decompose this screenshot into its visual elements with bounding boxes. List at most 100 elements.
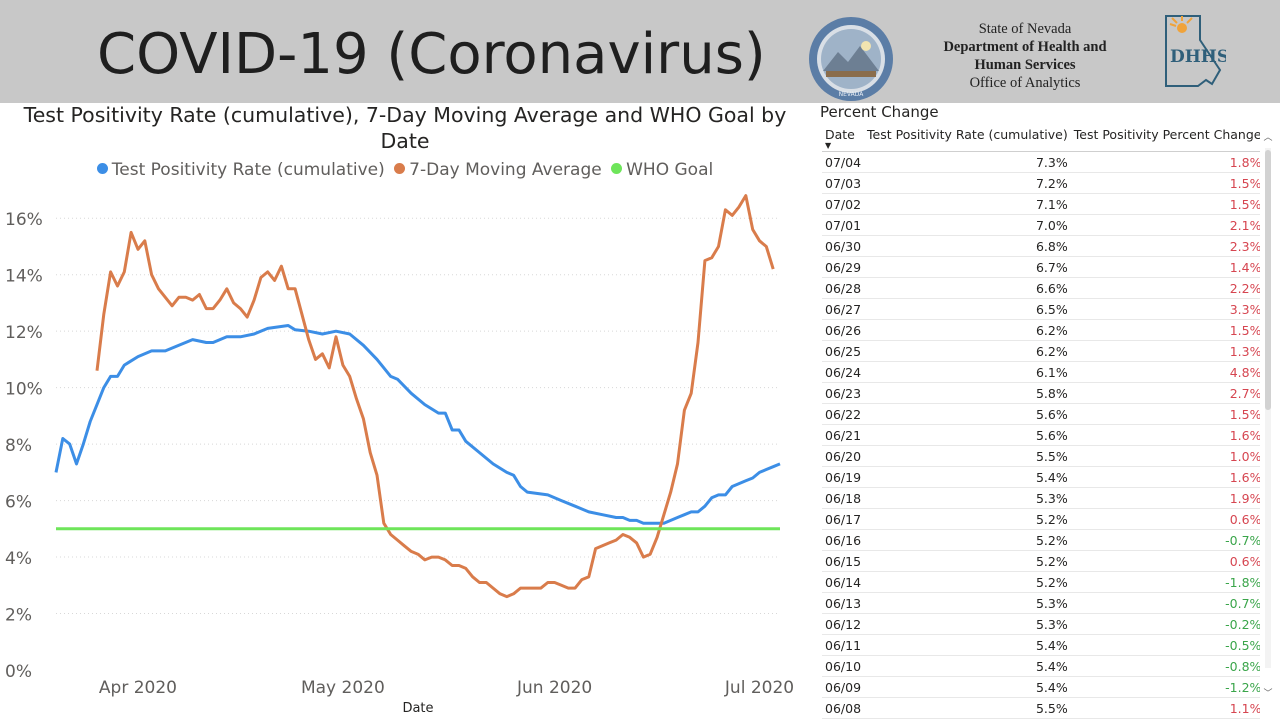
date-cell: 06/16 — [822, 529, 865, 551]
positivity-cell: 6.8% — [864, 235, 1071, 257]
legend-item-positivity[interactable]: Test Positivity Rate (cumulative) — [96, 160, 385, 180]
table-title: Percent Change — [820, 103, 939, 121]
legend-dot-who-goal — [611, 163, 623, 174]
percent-change-cell: -0.5% — [1070, 634, 1260, 656]
legend-dot-moving-avg — [394, 163, 406, 174]
table-row[interactable]: 06/12 5.3% -0.2% — [822, 613, 1260, 635]
dhhs-logo-icon: DHHS — [1165, 15, 1226, 87]
y-tick-label: 2% — [5, 606, 32, 626]
date-cell: 06/08 — [822, 697, 865, 719]
date-cell: 06/09 — [822, 676, 865, 698]
positivity-cell: 5.4% — [864, 676, 1071, 698]
page-title: COVID-19 (Coronavirus) — [97, 22, 766, 87]
table-scrollbar[interactable]: ︿ ﹀ — [1262, 130, 1274, 700]
table-row[interactable]: 06/17 5.2% 0.6% — [822, 508, 1260, 530]
y-tick-label: 4% — [5, 549, 32, 569]
positivity-cell: 5.2% — [864, 529, 1071, 551]
table-row[interactable]: 07/03 7.2% 1.5% — [822, 172, 1260, 194]
table-row[interactable]: 06/10 5.4% -0.8% — [822, 655, 1260, 677]
org-department: Department of Health and — [943, 39, 1107, 55]
percent-change-cell: 1.4% — [1070, 256, 1260, 278]
y-tick-label: 6% — [5, 493, 32, 513]
table-row[interactable]: 06/19 5.4% 1.6% — [822, 466, 1260, 488]
table-row[interactable]: 06/11 5.4% -0.5% — [822, 634, 1260, 656]
percent-change-cell: -0.7% — [1070, 592, 1260, 614]
sort-descending-icon[interactable]: ▼ — [825, 141, 832, 150]
date-cell: 06/17 — [822, 508, 865, 530]
scroll-down-icon[interactable]: ﹀ — [1263, 689, 1273, 699]
percent-change-cell: 1.5% — [1070, 319, 1260, 341]
y-tick-label: 12% — [5, 323, 43, 343]
table-row[interactable]: 06/14 5.2% -1.8% — [822, 571, 1260, 593]
date-cell: 07/03 — [822, 172, 865, 194]
date-cell: 06/25 — [822, 340, 865, 362]
table-row[interactable]: 06/25 6.2% 1.3% — [822, 340, 1260, 362]
percent-change-cell: 1.0% — [1070, 445, 1260, 467]
scrollbar-thumb[interactable] — [1265, 150, 1271, 410]
positivity-cell: 5.5% — [864, 697, 1071, 719]
table-row[interactable]: 06/26 6.2% 1.5% — [822, 319, 1260, 341]
table-header-row: Date ▼ Test Positivity Rate (cumulative) … — [822, 125, 1260, 152]
table-row[interactable]: 06/13 5.3% -0.7% — [822, 592, 1260, 614]
positivity-cell: 5.6% — [864, 403, 1071, 425]
table-row[interactable]: 06/24 6.1% 4.8% — [822, 361, 1260, 383]
positivity-cell: 6.2% — [864, 319, 1071, 341]
percent-change-cell: 1.3% — [1070, 340, 1260, 362]
date-cell: 06/22 — [822, 403, 865, 425]
table-row[interactable]: 06/21 5.6% 1.6% — [822, 424, 1260, 446]
moving-average-line[interactable] — [95, 194, 775, 599]
table-row[interactable]: 06/20 5.5% 1.0% — [822, 445, 1260, 467]
positivity-cell: 5.4% — [864, 466, 1071, 488]
table-row[interactable]: 07/01 7.0% 2.1% — [822, 214, 1260, 236]
positivity-line[interactable] — [54, 324, 781, 525]
table-row[interactable]: 06/27 6.5% 3.3% — [822, 298, 1260, 320]
percent-change-cell: 1.9% — [1070, 487, 1260, 509]
org-department-cont: Human Services — [974, 57, 1076, 73]
table-row[interactable]: 06/23 5.8% 2.7% — [822, 382, 1260, 404]
positivity-cell: 5.3% — [864, 487, 1071, 509]
header-banner: COVID-19 (Coronavirus) NEVADA State of N… — [0, 0, 1280, 103]
positivity-cell: 5.4% — [864, 655, 1071, 677]
y-tick-label: 8% — [5, 436, 32, 456]
x-tick-label: Jun 2020 — [516, 678, 592, 698]
legend-label-moving-avg: 7-Day Moving Average — [409, 160, 602, 180]
chart-legend: Test Positivity Rate (cumulative) 7-Day … — [0, 160, 810, 180]
date-cell: 06/15 — [822, 550, 865, 572]
positivity-cell: 6.7% — [864, 256, 1071, 278]
table-row[interactable]: 06/16 5.2% -0.7% — [822, 529, 1260, 551]
org-name-block: State of Nevada Department of Health and… — [915, 20, 1135, 92]
x-tick-label: Jul 2020 — [724, 678, 794, 698]
y-tick-label: 14% — [5, 267, 43, 287]
positivity-cell: 7.0% — [864, 214, 1071, 236]
date-cell: 06/11 — [822, 634, 865, 656]
table-row[interactable]: 06/22 5.6% 1.5% — [822, 403, 1260, 425]
legend-label-who-goal: WHO Goal — [626, 160, 714, 180]
table-row[interactable]: 06/30 6.8% 2.3% — [822, 235, 1260, 257]
svg-text:DHHS: DHHS — [1170, 47, 1226, 67]
percent-change-cell: -0.7% — [1070, 529, 1260, 551]
column-header-positivity[interactable]: Test Positivity Rate (cumulative) — [864, 125, 1071, 152]
table-row[interactable]: 06/29 6.7% 1.4% — [822, 256, 1260, 278]
percent-change-cell: -0.8% — [1070, 655, 1260, 677]
table-row[interactable]: 07/02 7.1% 1.5% — [822, 193, 1260, 215]
table-row[interactable]: 06/15 5.2% 0.6% — [822, 550, 1260, 572]
percent-change-cell: 3.3% — [1070, 298, 1260, 320]
date-cell: 06/13 — [822, 592, 865, 614]
legend-item-who-goal[interactable]: WHO Goal — [611, 160, 713, 180]
table-row[interactable]: 07/04 7.3% 1.8% — [822, 151, 1260, 173]
column-header-percent-change[interactable]: Test Positivity Percent Change — [1070, 125, 1260, 152]
scroll-up-icon[interactable]: ︿ — [1263, 133, 1273, 143]
table-row[interactable]: 06/09 5.4% -1.2% — [822, 676, 1260, 698]
chart-title: Test Positivity Rate (cumulative), 7-Day… — [0, 102, 810, 154]
column-header-date[interactable]: Date ▼ — [822, 125, 865, 152]
date-cell: 06/21 — [822, 424, 865, 446]
table-row[interactable]: 06/28 6.6% 2.2% — [822, 277, 1260, 299]
table-row[interactable]: 06/18 5.3% 1.9% — [822, 487, 1260, 509]
table-row[interactable]: 06/08 5.5% 1.1% — [822, 697, 1260, 719]
chart-title-text: Test Positivity Rate (cumulative), 7-Day… — [23, 103, 787, 153]
org-state: State of Nevada — [978, 21, 1072, 37]
legend-item-moving-avg[interactable]: 7-Day Moving Average — [394, 160, 602, 180]
line-chart[interactable]: 0% 2% 4% 6% 8% 10% 12% 14% 16% Apr 2020 May 2020 Ju… — [0, 180, 810, 720]
org-office: Office of Analytics — [969, 75, 1081, 91]
percent-change-table[interactable]: Date ▼ Test Positivity Rate (cumulative) … — [822, 125, 1260, 720]
